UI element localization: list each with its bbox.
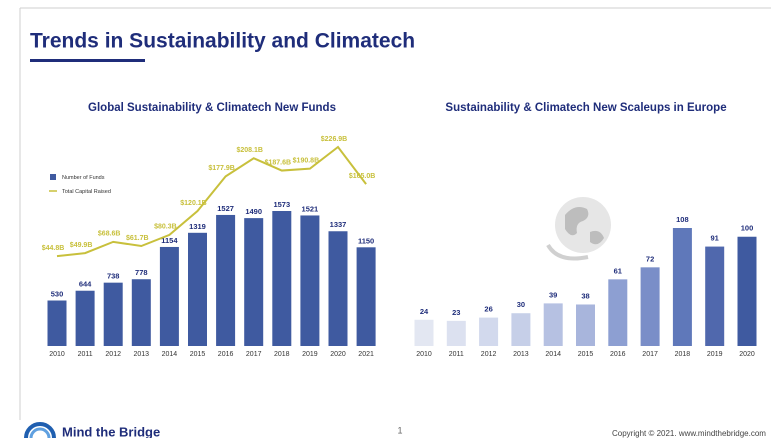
bar-label: 1573 (273, 200, 290, 209)
line-label: $44.8B (42, 245, 65, 252)
x-tick-label: 2018 (274, 351, 290, 358)
bar (737, 236, 757, 346)
legend-swatch (50, 174, 56, 180)
x-tick-label: 2017 (246, 351, 262, 358)
brand-name: Mind the Bridge (62, 424, 160, 438)
bar-label: 1521 (302, 204, 319, 213)
bar (131, 279, 151, 346)
title-underline (30, 59, 145, 62)
line-label: $49.9B (70, 242, 93, 249)
x-tick-label: 2012 (105, 351, 121, 358)
bar (479, 317, 499, 346)
x-tick-label: 2017 (642, 351, 658, 358)
bar (640, 267, 660, 346)
bar-label: 39 (549, 290, 557, 299)
legend-label: Number of Funds (62, 175, 105, 181)
x-tick-label: 2013 (513, 351, 529, 358)
x-tick-label: 2018 (675, 351, 691, 358)
x-tick-label: 2012 (481, 351, 497, 358)
x-tick-label: 2019 (707, 351, 723, 358)
logo (24, 422, 56, 438)
x-tick-label: 2010 (416, 351, 432, 358)
bar-label: 1337 (330, 220, 347, 229)
bar-label: 30 (517, 300, 525, 309)
line-label: $226.9B (321, 136, 347, 143)
x-tick-label: 2011 (449, 351, 464, 358)
x-tick-label: 2016 (218, 351, 234, 358)
line-label: $68.6B (98, 231, 121, 238)
line-label: $190.8B (293, 157, 319, 164)
bar-label: 1154 (161, 236, 178, 245)
bar (188, 232, 207, 346)
x-tick-label: 2014 (545, 351, 561, 358)
page-number: 1 (397, 425, 402, 435)
slide-title: Trends in Sustainability and Climatech (30, 30, 415, 53)
bar (328, 231, 348, 346)
bar-label: 23 (452, 308, 460, 317)
bar (608, 279, 628, 346)
x-tick-label: 2016 (610, 351, 626, 358)
line-label: $61.7B (126, 235, 149, 242)
line-label: $165.0B (349, 173, 375, 180)
bar-label: 24 (420, 307, 429, 316)
bar (47, 300, 67, 346)
bar-label: 778 (135, 268, 148, 277)
chart-title: Sustainability & Climatech New Scaleups … (445, 102, 726, 114)
bar (576, 304, 595, 346)
bar-label: 1319 (189, 222, 206, 231)
bar (356, 247, 376, 346)
x-tick-label: 2010 (49, 351, 65, 358)
x-tick-label: 2014 (162, 351, 178, 358)
bar (705, 246, 725, 346)
bar-label: 108 (676, 215, 689, 224)
bar-label: 61 (614, 266, 622, 275)
bar (75, 290, 95, 346)
bar-label: 1150 (358, 236, 374, 245)
bar-label: 26 (484, 305, 492, 314)
bar (244, 218, 264, 346)
bar-label: 100 (741, 224, 754, 233)
bar (159, 246, 179, 346)
line-label: $177.9B (208, 165, 234, 172)
line (56, 145, 367, 258)
bar-label: 72 (646, 254, 654, 263)
bar (672, 228, 692, 346)
bar-label: 38 (581, 291, 589, 300)
x-tick-label: 2011 (78, 351, 93, 358)
bar (272, 211, 292, 346)
bar-label: 91 (711, 234, 719, 243)
line-label: $187.6B (265, 159, 291, 166)
x-tick-label: 2020 (330, 351, 346, 358)
globe-icon (546, 197, 611, 261)
bar-label: 1490 (245, 207, 262, 216)
bar-label: 738 (107, 272, 120, 281)
chart-title: Global Sustainability & Climatech New Fu… (88, 102, 336, 114)
bar (543, 303, 563, 346)
x-tick-label: 2013 (134, 351, 150, 358)
line-label: $120.1B (180, 200, 206, 207)
bar (216, 214, 236, 346)
bar-label: 644 (79, 280, 92, 289)
bar-label: 1527 (217, 204, 234, 213)
x-tick-label: 2015 (190, 351, 206, 358)
bar (511, 313, 531, 346)
x-tick-label: 2021 (358, 351, 374, 358)
copyright: Copyright © 2021. www.mindthebridge.com (612, 429, 766, 438)
legend-label: Total Capital Raised (62, 189, 111, 195)
bar (300, 215, 320, 346)
line-label: $208.1B (236, 147, 262, 154)
x-tick-label: 2019 (302, 351, 318, 358)
line-label: $80.3B (154, 224, 177, 231)
x-tick-label: 2015 (578, 351, 594, 358)
bar (414, 319, 434, 346)
bar-label: 530 (51, 289, 64, 298)
bar (446, 320, 466, 346)
x-tick-label: 2020 (739, 351, 755, 358)
bar (103, 282, 123, 346)
